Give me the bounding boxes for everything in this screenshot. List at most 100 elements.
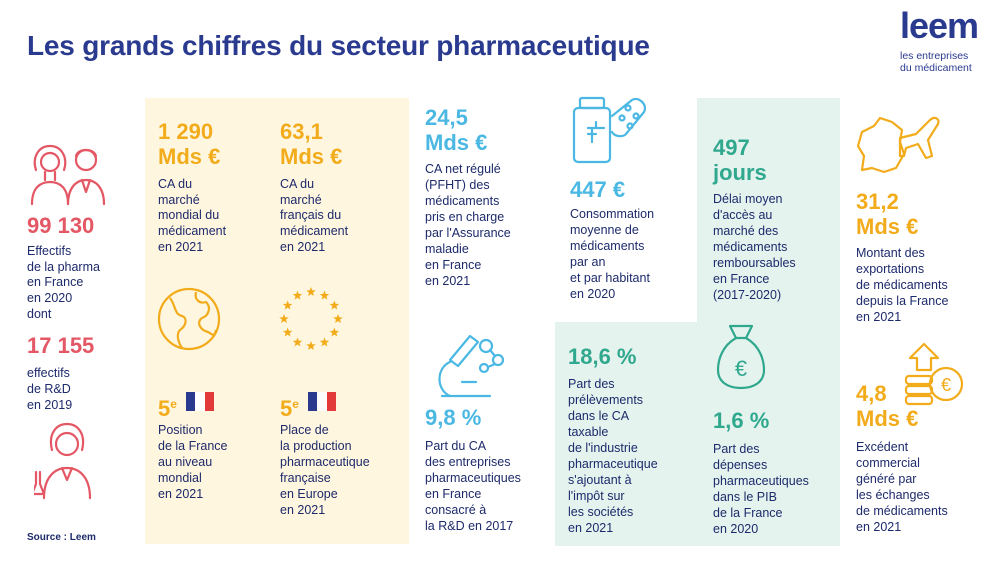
desc-ca-france-2: marché [280, 193, 322, 207]
page-title: Les grands chiffres du secteur pharmaceu… [27, 30, 650, 61]
france-flag-icon [308, 392, 336, 411]
desc-trade-6: en 2021 [856, 520, 902, 534]
desc-delay-4: médicaments [713, 240, 788, 254]
eu-star [319, 337, 330, 347]
desc-consumption-5: et par habitant [570, 271, 650, 285]
eu-star [292, 290, 303, 300]
desc-rank-world-1: Position [158, 423, 203, 437]
desc-levies-6: pharmaceutique [568, 457, 658, 471]
desc-consumption-3: médicaments [570, 239, 645, 253]
desc-levies-4: taxable [568, 425, 609, 439]
desc-exports-2: exportations [856, 262, 925, 276]
value-ca-regule-2: Mds € [425, 130, 488, 155]
value-trade-2: Mds € [856, 406, 919, 431]
desc-rd-share-6: la R&D en 2017 [425, 519, 514, 533]
value-trade-1: 4,8 [856, 381, 887, 406]
svg-text:€: € [735, 356, 747, 381]
value-effectifs: 99 130 [27, 213, 95, 238]
desc-rank-europe-5: en Europe [280, 487, 338, 501]
desc-pib-4: dans le PIB [713, 490, 777, 504]
desc-pib-3: pharmaceutiques [713, 474, 809, 488]
desc-levies-10: en 2021 [568, 521, 614, 535]
eu-star [329, 327, 340, 337]
desc-ca-france-4: médicament [280, 224, 349, 238]
eu-star [306, 341, 316, 351]
desc-rd-share-1: Part du CA [425, 439, 487, 453]
desc-ca-regule-7: en France [425, 258, 482, 272]
desc-trade-3: généré par [856, 472, 917, 486]
desc-rank-europe-3: pharmaceutique [280, 455, 370, 469]
desc-exports-3: de médicaments [856, 278, 948, 292]
desc-ca-regule-5: par l'Assurance [425, 226, 511, 240]
desc-ca-regule-6: maladie [425, 242, 469, 256]
desc-levies-8: l'impôt sur [568, 489, 625, 503]
leem-logo: leem les entreprises du médicament [900, 6, 996, 76]
eu-star [319, 290, 330, 300]
value-ca-mondial-1: 1 290 [158, 119, 214, 144]
desc-rd-share-2: des entreprises [425, 455, 511, 469]
desc-delay-6: en France [713, 272, 770, 286]
desc-trade-2: commercial [856, 456, 920, 470]
desc-exports-1: Montant des [856, 246, 925, 260]
logo-line-2: du médicament [900, 62, 972, 74]
eu-star [306, 287, 316, 297]
value-rd-share: 9,8 % [425, 405, 482, 430]
desc-ca-regule-8: en 2021 [425, 274, 471, 288]
desc-rank-europe-6: en 2021 [280, 503, 326, 517]
people-icon [30, 144, 106, 206]
pill-bottle-icon [572, 96, 646, 164]
desc-ca-france-1: CA du [280, 177, 315, 191]
desc-ca-mondial-4: médicament [158, 224, 227, 238]
eu-star [333, 314, 343, 324]
desc-exports-4: depuis la France [856, 294, 949, 308]
teal-panel-right [697, 98, 840, 546]
eu-star [292, 337, 303, 347]
desc-delay-7: (2017-2020) [713, 288, 782, 302]
rank-world: 5e [158, 392, 177, 421]
desc-pib-1: Part des [713, 442, 760, 456]
svg-text:€: € [941, 375, 951, 395]
desc-effectifs-3: en France [27, 275, 84, 289]
desc-levies-3: dans le CA [568, 409, 630, 423]
desc-rank-europe-1: Place de [280, 423, 329, 437]
desc-effectifs-5: dont [27, 307, 52, 321]
desc-ca-regule-3: médicaments [425, 194, 500, 208]
logo-word: leem [900, 5, 979, 46]
desc-ca-france-5: en 2021 [280, 240, 326, 254]
value-exports-2: Mds € [856, 214, 919, 239]
desc-ca-mondial-5: en 2021 [158, 240, 204, 254]
eu-star [279, 314, 289, 324]
desc-pib-2: dépenses [713, 458, 768, 472]
desc-effectifs-2: de la pharma [27, 260, 100, 274]
desc-levies-9: les sociétés [568, 505, 634, 519]
value-ca-france-1: 63,1 [280, 119, 323, 144]
desc-rank-world-5: en 2021 [158, 487, 204, 501]
desc-delay-3: marché des [713, 224, 779, 238]
microscope-icon [438, 334, 505, 398]
desc-delay-5: remboursables [713, 256, 796, 270]
eu-star [282, 300, 293, 310]
value-ca-regule-1: 24,5 [425, 105, 468, 130]
desc-consumption-1: Consommation [570, 207, 655, 221]
value-exports-1: 31,2 [856, 189, 899, 214]
desc-trade-5: de médicaments [856, 504, 948, 518]
coins-growth-icon: € [904, 342, 964, 406]
desc-delay-1: Délai moyen [713, 192, 783, 206]
eu-star [282, 327, 293, 337]
desc-pib-6: en 2020 [713, 522, 759, 536]
desc-levies-1: Part des [568, 377, 615, 391]
eu-star [329, 300, 340, 310]
rank-europe-suffix: e [292, 397, 299, 411]
teal-panel-bottom [555, 322, 698, 546]
desc-effectifs-1: Effectifs [27, 244, 72, 258]
rank-world-number: 5 [158, 396, 171, 421]
desc-delay-2: d'accès au [713, 208, 773, 222]
rank-europe-number: 5 [280, 396, 293, 421]
desc-rd-share-3: pharmaceutiques [425, 471, 521, 485]
desc-trade-1: Excédent [856, 440, 909, 454]
researcher-icon [34, 422, 92, 500]
desc-exports-5: en 2021 [856, 310, 902, 324]
desc-rank-world-3: au niveau [158, 455, 213, 469]
desc-consumption-4: par an [570, 255, 606, 269]
desc-ca-regule-2: (PFHT) des [425, 178, 490, 192]
